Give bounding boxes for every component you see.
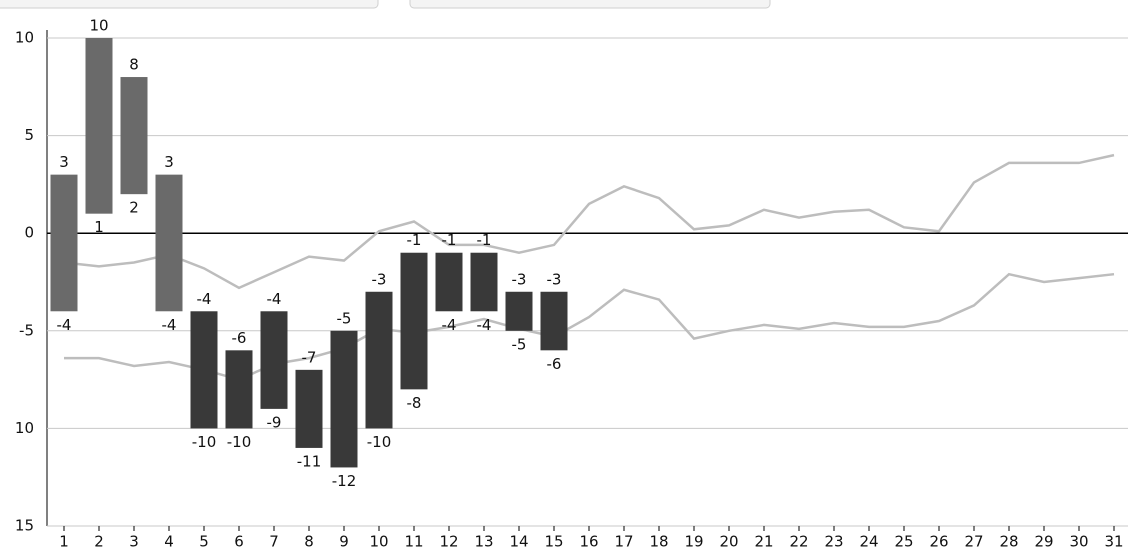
high-label: 10	[89, 17, 108, 35]
bar	[505, 291, 533, 331]
x-tick-label: 14	[509, 533, 528, 549]
x-tick-label: 27	[964, 533, 983, 549]
high-label: -1	[477, 231, 492, 249]
top-control	[409, 0, 771, 9]
x-tick-label: 10	[369, 533, 388, 549]
bar	[295, 369, 323, 448]
x-tick-label: 7	[269, 533, 279, 549]
high-label: -3	[547, 270, 562, 288]
x-tick-label: 19	[684, 533, 703, 549]
high-label: -4	[267, 290, 282, 308]
bar	[400, 252, 428, 390]
bar	[155, 174, 183, 312]
low-label: -10	[367, 433, 392, 451]
x-tick-label: 3	[129, 533, 139, 549]
low-label: 1	[94, 218, 104, 236]
y-tick-label: 5	[24, 126, 34, 144]
y-tick-label: 0	[24, 224, 34, 242]
bar	[190, 311, 218, 429]
high-label: 3	[164, 153, 174, 171]
high-label: -1	[407, 231, 422, 249]
bar	[260, 311, 288, 409]
x-tick-label: 20	[719, 533, 738, 549]
x-tick-label: 29	[1034, 533, 1053, 549]
low-label: 2	[129, 199, 139, 217]
bar	[50, 174, 78, 312]
x-tick-label: 17	[614, 533, 633, 549]
low-label: -4	[162, 316, 177, 334]
high-label: -3	[372, 270, 387, 288]
bar	[365, 291, 393, 429]
x-tick-label: 1	[59, 533, 69, 549]
y-tick-label: 10	[15, 29, 34, 47]
x-tick-label: 23	[824, 533, 843, 549]
line	[64, 272, 1115, 381]
x-tick-label: 9	[339, 533, 349, 549]
y-tick-label: 10	[15, 419, 34, 437]
bar	[470, 252, 498, 312]
high-label: -3	[512, 270, 527, 288]
x-tick-label: 31	[1104, 533, 1123, 549]
low-label: -5	[512, 335, 527, 353]
x-tick-label: 16	[579, 533, 598, 549]
y-tick-label: -5	[19, 321, 34, 339]
low-label: -4	[477, 316, 492, 334]
high-label: -6	[232, 329, 247, 347]
line	[63, 153, 1115, 290]
high-label: -5	[337, 309, 352, 327]
low-label: -9	[267, 413, 282, 431]
x-tick-label: 8	[304, 533, 314, 549]
bar	[540, 291, 568, 351]
high-label: 3	[59, 153, 69, 171]
x-tick-label: 22	[789, 533, 808, 549]
high-label: -4	[197, 290, 212, 308]
y-tick-label: 15	[15, 517, 34, 535]
x-tick-label: 12	[439, 533, 458, 549]
bar	[225, 350, 253, 429]
x-tick-label: 30	[1069, 533, 1088, 549]
low-label: -11	[297, 452, 322, 470]
x-tick-label: 11	[404, 533, 423, 549]
x-tick-label: 28	[999, 533, 1018, 549]
x-tick-label: 18	[649, 533, 668, 549]
x-tick-label: 5	[199, 533, 209, 549]
low-label: -10	[227, 433, 252, 451]
x-tick-label: 26	[929, 533, 948, 549]
bar	[330, 330, 358, 468]
low-label: -4	[57, 316, 72, 334]
low-label: -8	[407, 394, 422, 412]
x-tick-label: 15	[544, 533, 563, 549]
bar	[120, 77, 148, 195]
low-label: -12	[332, 472, 357, 490]
top-control	[0, 0, 379, 9]
x-tick-label: 13	[474, 533, 493, 549]
x-tick-label: 4	[164, 533, 174, 549]
low-label: -6	[547, 355, 562, 373]
x-tick-label: 25	[894, 533, 913, 549]
x-tick-label: 6	[234, 533, 244, 549]
x-tick-label: 2	[94, 533, 104, 549]
low-label: -10	[192, 433, 217, 451]
bar	[435, 252, 463, 312]
bar	[85, 38, 113, 214]
x-tick-label: 24	[859, 533, 878, 549]
x-tick-label: 21	[754, 533, 773, 549]
high-label: -1	[442, 231, 457, 249]
high-label: -7	[302, 348, 317, 366]
low-label: -4	[442, 316, 457, 334]
high-label: 8	[129, 56, 139, 74]
